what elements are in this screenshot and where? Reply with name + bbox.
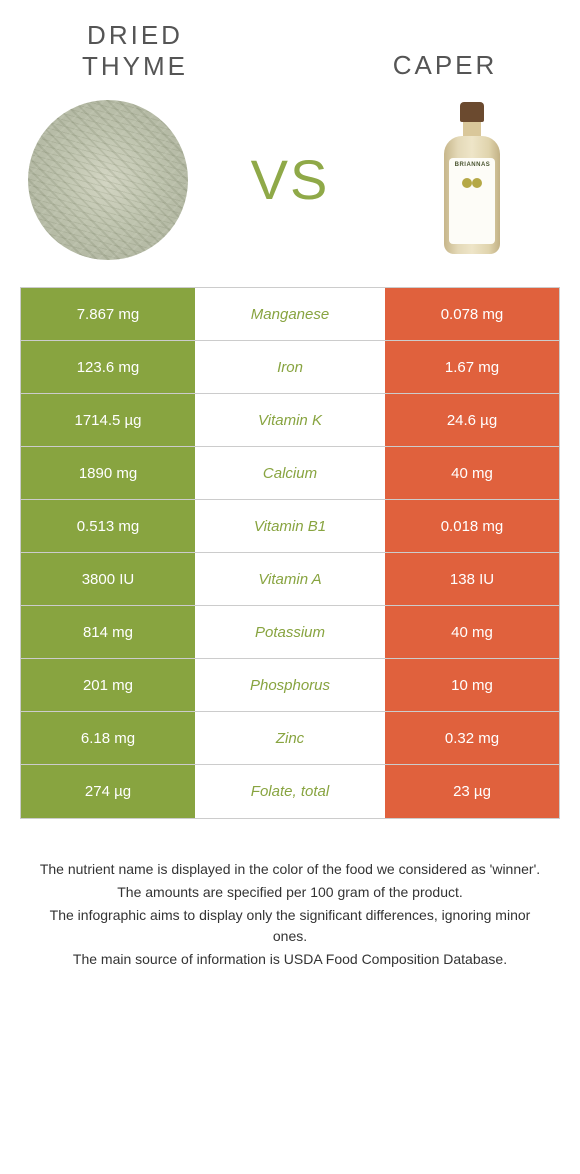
header: Dried thyme Caper — [15, 20, 565, 82]
table-row: 201 mgPhosphorus10 mg — [21, 659, 559, 712]
cell-left-value: 814 mg — [21, 606, 196, 658]
cell-right-value: 10 mg — [384, 659, 559, 711]
cell-left-value: 1890 mg — [21, 447, 196, 499]
cell-right-value: 23 µg — [384, 765, 559, 818]
cell-left-value: 274 µg — [21, 765, 196, 818]
footer-line: The infographic aims to display only the… — [35, 905, 545, 947]
footer-line: The main source of information is USDA F… — [35, 949, 545, 970]
images-row: VS BRIANNAS — [15, 97, 565, 262]
cell-left-value: 7.867 mg — [21, 288, 196, 340]
bottle-icon: BRIANNAS — [442, 102, 502, 257]
cell-left-value: 123.6 mg — [21, 341, 196, 393]
table-row: 274 µgFolate, total23 µg — [21, 765, 559, 818]
cell-left-value: 201 mg — [21, 659, 196, 711]
cell-nutrient-name: Potassium — [196, 606, 384, 658]
food-right-title: Caper — [345, 20, 545, 81]
cell-nutrient-name: Folate, total — [196, 765, 384, 818]
cell-nutrient-name: Phosphorus — [196, 659, 384, 711]
table-row: 814 mgPotassium40 mg — [21, 606, 559, 659]
cell-nutrient-name: Vitamin A — [196, 553, 384, 605]
footer-notes: The nutrient name is displayed in the co… — [15, 859, 565, 970]
footer-line: The amounts are specified per 100 gram o… — [35, 882, 545, 903]
thyme-icon — [28, 100, 188, 260]
cell-left-value: 3800 IU — [21, 553, 196, 605]
cell-nutrient-name: Zinc — [196, 712, 384, 764]
table-row: 1890 mgCalcium40 mg — [21, 447, 559, 500]
footer-line: The nutrient name is displayed in the co… — [35, 859, 545, 880]
cell-right-value: 0.078 mg — [384, 288, 559, 340]
table-row: 0.513 mgVitamin B10.018 mg — [21, 500, 559, 553]
cell-right-value: 40 mg — [384, 606, 559, 658]
nutrient-table: 7.867 mgManganese0.078 mg123.6 mgIron1.6… — [20, 287, 560, 819]
table-row: 1714.5 µgVitamin K24.6 µg — [21, 394, 559, 447]
cell-right-value: 0.018 mg — [384, 500, 559, 552]
cell-left-value: 1714.5 µg — [21, 394, 196, 446]
table-row: 7.867 mgManganese0.078 mg — [21, 288, 559, 341]
cell-right-value: 1.67 mg — [384, 341, 559, 393]
food-right-image: BRIANNAS — [390, 97, 555, 262]
cell-nutrient-name: Manganese — [196, 288, 384, 340]
cell-nutrient-name: Iron — [196, 341, 384, 393]
cell-right-value: 138 IU — [384, 553, 559, 605]
food-left-title: Dried thyme — [35, 20, 235, 82]
cell-right-value: 24.6 µg — [384, 394, 559, 446]
cell-nutrient-name: Calcium — [196, 447, 384, 499]
cell-nutrient-name: Vitamin B1 — [196, 500, 384, 552]
cell-right-value: 0.32 mg — [384, 712, 559, 764]
cell-nutrient-name: Vitamin K — [196, 394, 384, 446]
table-row: 6.18 mgZinc0.32 mg — [21, 712, 559, 765]
cell-left-value: 6.18 mg — [21, 712, 196, 764]
cell-right-value: 40 mg — [384, 447, 559, 499]
table-row: 123.6 mgIron1.67 mg — [21, 341, 559, 394]
food-left-image — [25, 97, 190, 262]
cell-left-value: 0.513 mg — [21, 500, 196, 552]
vs-label: VS — [251, 147, 330, 212]
table-row: 3800 IUVitamin A138 IU — [21, 553, 559, 606]
